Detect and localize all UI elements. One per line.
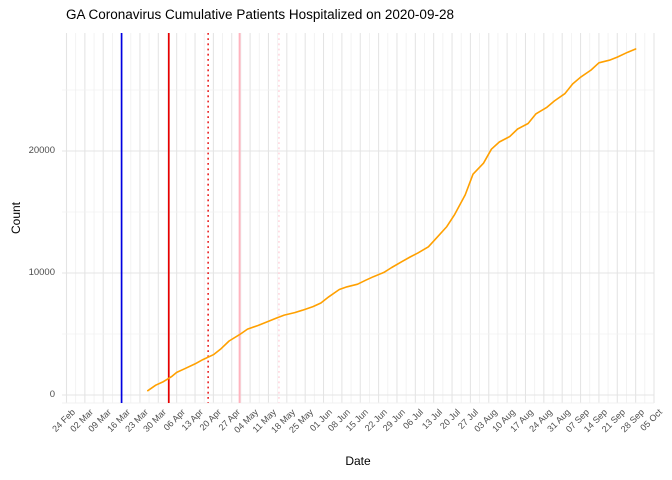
cumulative-patients-hospitalized-line	[147, 48, 637, 392]
y-tick-label: 20000	[28, 145, 55, 156]
y-tick-label: 0	[49, 389, 55, 400]
x-axis-title: Date	[345, 454, 371, 468]
chart-title: GA Coronavirus Cumulative Patients Hospi…	[66, 7, 454, 22]
y-tick-label: 10000	[28, 267, 55, 278]
